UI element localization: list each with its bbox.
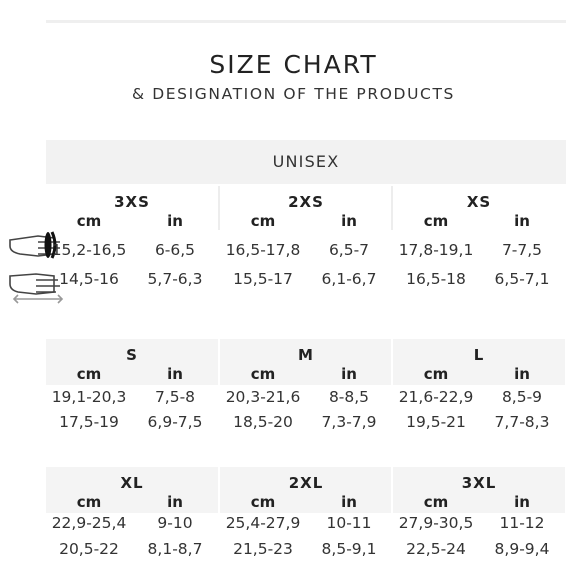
in-value: 9-10 — [157, 514, 193, 532]
unit-cm: cm — [423, 212, 449, 230]
in-value: 7,3-7,9 — [321, 413, 377, 431]
unit-cm: cm — [423, 365, 449, 383]
unit-in: in — [514, 493, 530, 511]
column-divider — [218, 339, 220, 385]
cm-value: 20,3-21,6 — [225, 388, 301, 406]
cm-value: 16,5-17,8 — [225, 241, 301, 259]
size-label: XL — [120, 474, 144, 492]
unit-cm: cm — [423, 493, 449, 511]
size-label: 3XS — [114, 193, 150, 211]
cm-value: 22,9-25,4 — [51, 514, 127, 532]
cm-value: 25,4-27,9 — [225, 514, 301, 532]
header-bg — [220, 339, 392, 385]
cm-value: 21,6-22,9 — [398, 388, 474, 406]
unit-cm: cm — [250, 212, 276, 230]
column-divider — [391, 467, 393, 513]
in-value: 6,1-6,7 — [321, 270, 377, 288]
column-divider — [218, 186, 220, 230]
cm-value: 27,9-30,5 — [398, 514, 474, 532]
size-label: 3XL — [461, 474, 497, 492]
cm-value: 14,5-16 — [59, 270, 119, 288]
unit-cm: cm — [76, 493, 102, 511]
unit-in: in — [167, 212, 183, 230]
size-label: L — [473, 346, 485, 364]
in-value: 6,5-7 — [328, 241, 370, 259]
in-value: 7-7,5 — [501, 241, 543, 259]
cm-value: 17,8-19,1 — [398, 241, 474, 259]
size-label: S — [126, 346, 138, 364]
cm-value: 21,5-23 — [233, 540, 293, 558]
size-label: 2XS — [288, 193, 324, 211]
in-value: 8,1-8,7 — [147, 540, 203, 558]
unit-cm: cm — [76, 212, 102, 230]
in-value: 7,5-8 — [154, 388, 196, 406]
in-value: 6,9-7,5 — [147, 413, 203, 431]
cm-value: 16,5-18 — [406, 270, 466, 288]
in-value: 8,5-9,1 — [321, 540, 377, 558]
cm-value: 17,5-19 — [59, 413, 119, 431]
in-value: 8,9-9,4 — [494, 540, 550, 558]
unit-in: in — [341, 493, 357, 511]
in-value: 8,5-9 — [501, 388, 543, 406]
unisex-label: UNISEX — [272, 152, 340, 171]
size-label: 2XL — [288, 474, 324, 492]
column-divider — [218, 467, 220, 513]
hand-length-icon — [9, 273, 64, 304]
cm-value: 19,5-21 — [406, 413, 466, 431]
in-value: 10-11 — [326, 514, 372, 532]
size-label: M — [298, 346, 314, 364]
header-bg — [393, 339, 565, 385]
cm-value: 15,5-17 — [233, 270, 293, 288]
header-bg — [46, 339, 218, 385]
cm-value: 22,5-24 — [406, 540, 466, 558]
unit-cm: cm — [250, 365, 276, 383]
unit-in: in — [167, 493, 183, 511]
in-value: 8-8,5 — [328, 388, 370, 406]
in-value: 11-12 — [499, 514, 545, 532]
in-value: 6,5-7,1 — [494, 270, 550, 288]
size-label: XS — [466, 193, 492, 211]
cm-value: 18,5-20 — [233, 413, 293, 431]
header-bg — [393, 467, 565, 513]
unisex-band: UNISEX — [46, 140, 566, 184]
unit-in: in — [341, 365, 357, 383]
header-bg — [46, 467, 218, 513]
unit-in: in — [514, 212, 530, 230]
in-value: 6-6,5 — [154, 241, 196, 259]
unit-cm: cm — [250, 493, 276, 511]
header-bg — [220, 467, 392, 513]
column-divider — [391, 339, 393, 385]
column-divider — [391, 186, 393, 230]
unit-cm: cm — [76, 365, 102, 383]
hand-circumference-icon — [9, 231, 60, 259]
in-value: 7,7-8,3 — [494, 413, 550, 431]
top-divider — [46, 20, 566, 23]
unit-in: in — [341, 212, 357, 230]
in-value: 5,7-6,3 — [147, 270, 203, 288]
unit-in: in — [167, 365, 183, 383]
cm-value: 15,2-16,5 — [51, 241, 127, 259]
page-title: SIZE CHART — [209, 50, 378, 79]
page-subtitle: & DESIGNATION OF THE PRODUCTS — [132, 85, 455, 103]
cm-value: 20,5-22 — [59, 540, 119, 558]
cm-value: 19,1-20,3 — [51, 388, 127, 406]
unit-in: in — [514, 365, 530, 383]
